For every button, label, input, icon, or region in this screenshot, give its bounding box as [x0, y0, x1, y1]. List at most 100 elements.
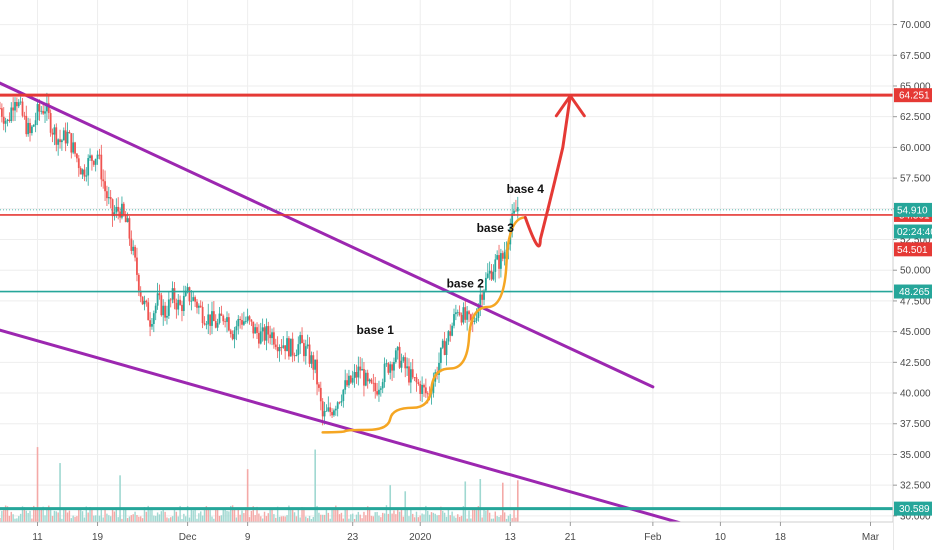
candle-body [34, 120, 37, 126]
volume-bar [378, 515, 380, 522]
volume-bar [496, 516, 498, 522]
candle-body [325, 410, 328, 412]
volume-bar [239, 514, 241, 522]
price-tag-bg [894, 88, 932, 103]
volume-bar [466, 518, 468, 522]
candle-body [333, 410, 335, 416]
candle-body [274, 344, 277, 348]
candle-body [44, 111, 46, 114]
candle-body [104, 181, 106, 192]
candle-body [488, 270, 491, 274]
volume-bar [342, 518, 345, 522]
candle-body [160, 295, 163, 316]
volume-bar [93, 515, 95, 522]
volume-bar [340, 512, 343, 522]
y-tick-label: 37.500 [900, 419, 931, 430]
candle-body [265, 326, 268, 341]
volume-bar [297, 508, 299, 522]
volume-bar [128, 516, 131, 522]
candle-body [419, 383, 422, 394]
y-tick-label: 67.500 [900, 51, 931, 62]
y-tick-label: 32.500 [900, 481, 931, 492]
volume-bar [338, 514, 341, 522]
candle-body [124, 214, 127, 223]
volume-bar [397, 509, 399, 522]
volume-bar [385, 505, 388, 522]
y-tick-label: 50.000 [900, 266, 931, 277]
volume-bar [327, 512, 330, 522]
candle-body [391, 364, 393, 371]
volume-bar [63, 507, 65, 522]
candle-body [344, 380, 347, 390]
volume-bar [443, 512, 446, 522]
x-tick-label: Feb [644, 532, 662, 543]
volume-bar [451, 511, 453, 522]
candle-body [141, 296, 144, 305]
price-tag-label: 30.589 [899, 504, 930, 515]
volume-bar [449, 515, 451, 522]
volume-bar [168, 518, 170, 522]
volume-bar [357, 511, 360, 522]
volume-bar [494, 511, 496, 522]
candle-body [421, 384, 424, 394]
candle-body [338, 402, 341, 404]
price-tag-bg [894, 284, 932, 299]
candle-body [383, 363, 386, 383]
candle-body [314, 359, 317, 370]
volume-bar [507, 515, 510, 522]
volume-bar [275, 517, 277, 522]
candle-body [406, 366, 409, 369]
volume-bar [171, 516, 174, 522]
volume-bar [271, 509, 273, 522]
volume-bar [278, 516, 281, 522]
volume-bar [325, 509, 328, 522]
candle-body [66, 131, 69, 144]
volume-bar [323, 514, 326, 522]
volume-bar [470, 518, 472, 522]
volume-bar [400, 507, 403, 522]
volume-bar [205, 506, 208, 522]
y-tick-label: 57.500 [900, 174, 931, 185]
volume-bar [353, 518, 356, 522]
candle-body [503, 251, 506, 259]
candle-body [306, 344, 309, 347]
volume-bar [16, 518, 18, 522]
candle-body [239, 319, 242, 321]
volume-bar [29, 510, 31, 522]
volume-bar [453, 516, 455, 522]
candle-body [299, 335, 302, 345]
candle-body [301, 335, 303, 344]
candle-body [182, 295, 185, 312]
volume-bar [85, 506, 87, 522]
volume-bar [166, 517, 168, 522]
candle-body [121, 203, 123, 218]
volume-bar [293, 512, 296, 522]
candle-body [353, 372, 356, 379]
candle-body [106, 191, 108, 199]
candle-body [32, 125, 35, 127]
candle-body [447, 331, 450, 342]
candle-body [147, 302, 150, 321]
candle-body [122, 203, 125, 215]
volume-bar [215, 508, 217, 522]
candle-body [59, 139, 61, 143]
candle-body [409, 369, 412, 383]
volume-bar [46, 508, 48, 522]
candle-body [14, 102, 16, 111]
volume-bar [235, 517, 238, 522]
volume-spike [119, 475, 121, 522]
y-tick-label: 35.000 [900, 450, 931, 461]
y-tick-label: 65.000 [900, 81, 931, 92]
candle-body [515, 210, 517, 212]
volume-bar [291, 509, 294, 522]
rounding-bottom-curve [321, 216, 527, 434]
volume-bar [141, 518, 144, 522]
volume-bar [391, 513, 393, 522]
volume-bar [64, 507, 67, 522]
candle-body [8, 119, 11, 121]
candle-body [269, 334, 272, 339]
candle-body [68, 131, 71, 134]
candle-body [334, 408, 337, 411]
candle-body [364, 372, 367, 386]
candle-body [293, 355, 296, 357]
